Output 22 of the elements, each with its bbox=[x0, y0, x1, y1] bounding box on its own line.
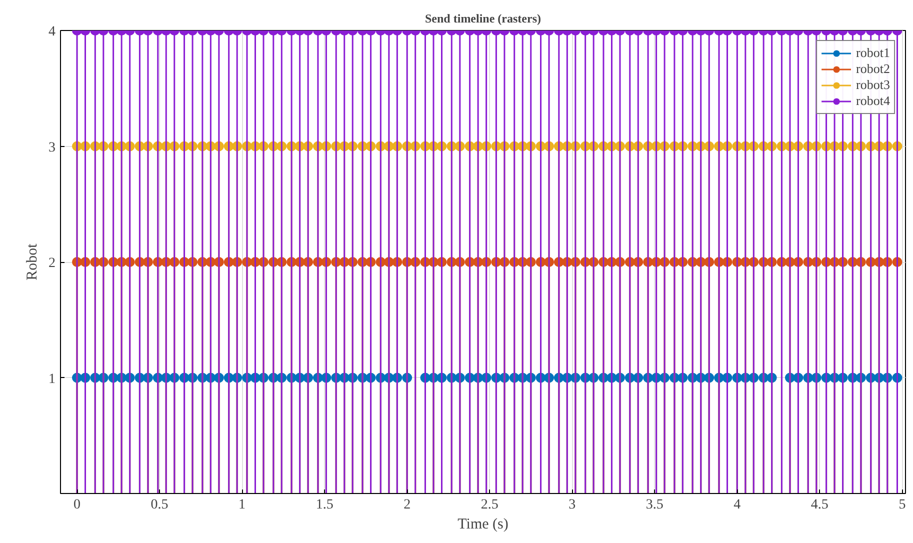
chart-title: Send timeline (rasters) bbox=[425, 12, 541, 26]
x-tick-label: 0 bbox=[74, 498, 81, 512]
legend-label: robot4 bbox=[856, 93, 890, 109]
x-tick-label: 2 bbox=[404, 498, 411, 512]
y-tick-label: 1 bbox=[48, 372, 56, 387]
y-tick-label: 3 bbox=[48, 140, 56, 156]
x-tick-label: 2.5 bbox=[480, 498, 498, 512]
legend-label: robot2 bbox=[856, 61, 890, 77]
y-tick-label: 4 bbox=[48, 24, 56, 40]
x-tick-label: 3.5 bbox=[646, 498, 664, 512]
legend-label: robot1 bbox=[856, 45, 890, 61]
x-tick-label: 0.5 bbox=[150, 498, 168, 512]
y-tick-label: 2 bbox=[48, 256, 56, 271]
y-axis-title: Robot bbox=[24, 242, 40, 280]
x-tick-label: 4 bbox=[734, 498, 741, 512]
x-tick-label: 4.5 bbox=[810, 498, 828, 512]
x-tick-label: 3 bbox=[568, 498, 576, 512]
x-tick-label: 1 bbox=[238, 498, 246, 512]
x-tick-label: 5 bbox=[898, 498, 906, 512]
x-tick-label: 1.5 bbox=[316, 498, 334, 512]
legend-label: robot3 bbox=[856, 77, 890, 93]
x-axis-title: Time (s) bbox=[458, 516, 508, 532]
